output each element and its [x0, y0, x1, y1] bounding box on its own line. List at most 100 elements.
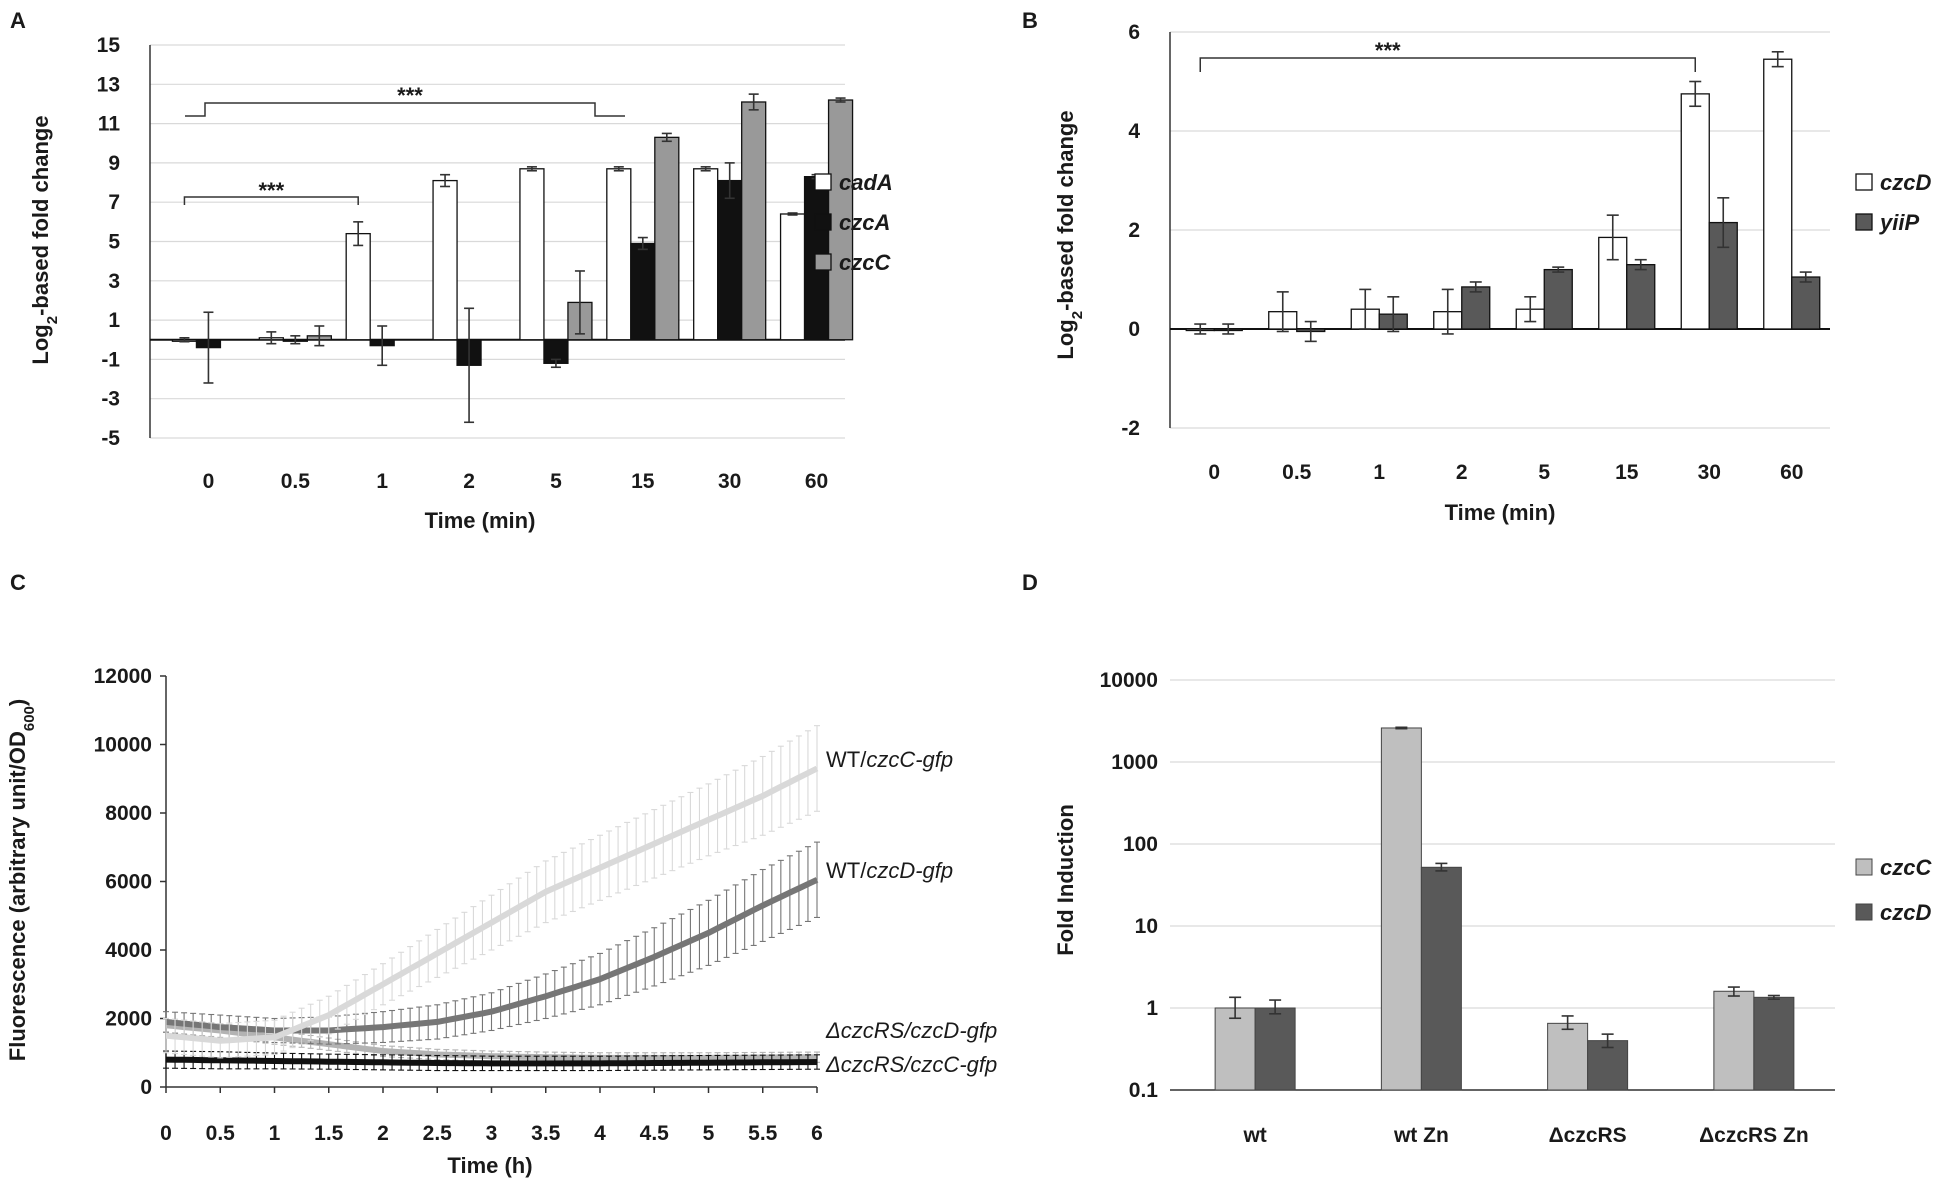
y-tick-label: 15: [97, 34, 121, 57]
panel-letter-c: C: [10, 570, 26, 595]
x-tick-label: 15: [1615, 461, 1639, 484]
panel-c: C 0 2000 4000 6000 8000 10000 12000 0 0.5 1 1.5 2 2.5…: [5, 570, 997, 1178]
panel-letter-d: D: [1022, 570, 1038, 595]
series-line: [165, 1056, 818, 1067]
bar-yiiP: [1543, 268, 1573, 330]
bar-yiiP: [1461, 286, 1491, 330]
significance-bracket: [183, 196, 359, 205]
bar-czcC: [654, 136, 680, 341]
legend-label-czcC: czcC: [839, 250, 891, 275]
significance-label: ***: [258, 178, 284, 203]
x-tick-label: 4: [594, 1122, 606, 1145]
y-tick-label: 12000: [94, 665, 152, 688]
legend-swatch-czcC: [1855, 858, 1873, 876]
bar-czcD: [1254, 1007, 1296, 1091]
y-tick-label: 1000: [1111, 751, 1158, 774]
y-tick-label: -3: [101, 388, 120, 411]
legend-swatch-czcA: [814, 213, 832, 231]
y-tick-label: 6000: [105, 871, 152, 894]
curve-label: WT/czcD-gfp: [826, 858, 953, 883]
x-tick-label: 2: [377, 1122, 389, 1145]
y-tick-label: 7: [108, 191, 120, 214]
bar-czcC: [741, 101, 767, 341]
x-tick-label: 1: [376, 470, 388, 493]
legend-swatch-cadA: [814, 173, 832, 191]
panel-letter-b: B: [1022, 8, 1038, 33]
y-tick-label: 4: [1128, 120, 1140, 143]
y-tick-label: 100: [1123, 833, 1158, 856]
legend-label-czcD: czcD: [1880, 170, 1931, 195]
x-tick-label: 1: [269, 1122, 281, 1145]
legend-label-czcD: czcD: [1880, 900, 1931, 925]
y-axis-title: Fluorescence (arbitrary unit/OD600): [5, 699, 38, 1061]
y-tick-label: 10: [1135, 915, 1158, 938]
bar-czcD: [1420, 866, 1462, 1091]
series-WT/czcC-gfp: [163, 725, 820, 1059]
legend-swatch-czcD: [1855, 903, 1873, 921]
series-line: [165, 765, 819, 1044]
curve-label: WT/czcC-gfp: [826, 747, 953, 772]
x-tick-label: 30: [718, 470, 741, 493]
x-tick-label: 15: [631, 470, 655, 493]
significance-label: ***: [1375, 38, 1401, 63]
y-tick-label: 10000: [1100, 669, 1158, 692]
legend-swatch-czcC: [814, 253, 832, 271]
y-tick-label: 2000: [105, 1008, 152, 1031]
x-axis-title: Time (min): [1445, 500, 1556, 525]
x-axis-title: Time (min): [425, 508, 536, 533]
panel-letter-a: A: [10, 8, 26, 33]
bar-cadA: [606, 168, 632, 341]
y-tick-label: 5: [108, 231, 120, 254]
bar-czcC: [1713, 990, 1755, 1091]
x-tick-label: 0.5: [1282, 461, 1312, 484]
x-tick-label: 60: [805, 470, 828, 493]
bar-cadA: [779, 213, 806, 341]
x-tick-label: 6: [811, 1122, 823, 1145]
x-tick-label: 5: [550, 470, 562, 493]
x-tick-label: ΔczcRS Zn: [1699, 1124, 1809, 1147]
x-tick-label: 0.5: [206, 1122, 236, 1145]
x-tick-label: 3.5: [531, 1122, 561, 1145]
bar-czcA: [717, 179, 743, 341]
x-tick-label: 0.5: [281, 470, 311, 493]
y-axis-title: Log2-based fold change: [1053, 110, 1086, 359]
legend-swatch-yiiP: [1855, 213, 1873, 231]
bar-cadA: [345, 232, 371, 341]
significance-bracket: [185, 102, 625, 117]
x-tick-label: 30: [1698, 461, 1721, 484]
y-tick-label: 6: [1128, 21, 1140, 44]
x-tick-label: 5.5: [748, 1122, 778, 1145]
y-axis-title: Log2-based fold change: [28, 115, 61, 364]
x-tick-label: 0: [1208, 461, 1220, 484]
y-tick-label: -2: [1121, 417, 1140, 440]
bar-yiiP: [1791, 276, 1821, 330]
y-tick-label: 8000: [105, 802, 152, 825]
x-tick-label: 2.5: [423, 1122, 453, 1145]
x-tick-label: 4.5: [640, 1122, 670, 1145]
x-tick-label: 5: [1538, 461, 1550, 484]
legend-swatch-czcD: [1855, 173, 1873, 191]
x-axis-title: Time (h): [447, 1153, 532, 1178]
bar-czcC: [1380, 727, 1422, 1091]
significance-label: ***: [397, 83, 423, 108]
y-tick-label: 3: [108, 270, 120, 293]
y-tick-label: 0: [140, 1076, 152, 1099]
panel-d: D 0.1 1 10 100 1000 10000 wt wt Zn ΔczcRS ΔczcRS Z…: [1022, 570, 1932, 1147]
x-tick-label: ΔczcRS: [1549, 1124, 1627, 1147]
bar-czcD: [1763, 58, 1793, 330]
y-tick-label: -1: [101, 348, 120, 371]
y-tick-label: 0.1: [1129, 1079, 1159, 1102]
x-tick-label: 60: [1780, 461, 1803, 484]
bar-cadA: [693, 168, 719, 341]
bar-czcD: [1680, 93, 1710, 330]
x-tick-label: 2: [1456, 461, 1468, 484]
legend-label-czcA: czcA: [839, 210, 890, 235]
bar-czcA: [630, 242, 656, 341]
y-tick-label: 2: [1128, 219, 1140, 242]
y-tick-label: 1: [1146, 997, 1158, 1020]
bar-yiiP: [1626, 263, 1656, 330]
bar-cadA: [519, 168, 545, 341]
curve-label: ΔczcRS/czcC-gfp: [825, 1052, 997, 1077]
